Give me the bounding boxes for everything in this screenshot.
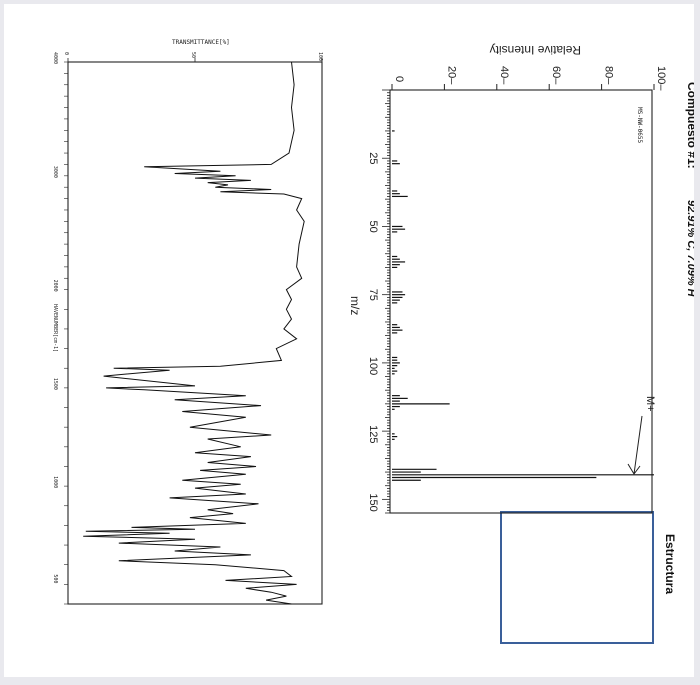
ir-y-tick-label: 50 <box>190 52 196 58</box>
ir-frame <box>67 61 323 605</box>
spectra-figure: Compuesto #1: 92.91% C, 7.09% H Estructu… <box>52 39 694 644</box>
ir-x-tick-label: 500 <box>52 574 58 583</box>
ms-y-tick-label: 60– <box>550 66 562 85</box>
ir-y-tick-label: 0 <box>63 52 69 55</box>
ir-x-tick-label: 3000 <box>52 166 58 178</box>
ir-x-axis-label: HAVENUMBER[cm-1] <box>52 304 58 352</box>
ir-x-tick-label: 1500 <box>52 378 58 390</box>
ir-spectrum-line <box>83 61 305 605</box>
mass-spectrum: 0 20– 40– 60– 80– 100– 25 50 75 100 125 150 Relati… <box>348 43 667 514</box>
ms-y-axis-label: Relative Intensity <box>490 43 581 57</box>
structure-box[interactable] <box>500 511 654 644</box>
ir-title: TRANSMITTANCE[%] <box>172 39 230 46</box>
ir-x-tick-label: 1000 <box>52 476 58 488</box>
structure-label: Estructura <box>663 534 677 594</box>
ms-x-axis-label: m/z <box>348 296 362 315</box>
ms-y-tick-label: 40– <box>498 66 510 85</box>
ir-y-tick-label: 100 <box>317 52 323 61</box>
ms-frame <box>389 89 653 514</box>
ms-x-tick-label: 25 <box>367 152 379 164</box>
ir-x-tick-label: 4000 <box>52 52 58 64</box>
ms-annotation-m-plus: M+ <box>644 396 656 412</box>
ms-y-tick-label: 20– <box>445 66 457 85</box>
ir-x-tick-label: 2000 <box>52 280 58 292</box>
ms-y-tick-label: 100– <box>655 66 667 91</box>
ms-x-tick-label: 150 <box>367 493 379 511</box>
worksheet: Compuesto #1: 92.91% C, 7.09% H Estructu… <box>4 4 694 677</box>
ms-y-tick-label: 0 <box>393 76 405 82</box>
m-plus-arrow <box>627 415 643 475</box>
ms-code-label: MS-NW-0655 <box>636 107 643 144</box>
ms-x-tick-label: 100 <box>367 357 379 375</box>
ms-x-tick-label: 125 <box>367 425 379 443</box>
compound-title: Compuesto #1: <box>685 82 694 169</box>
ms-x-tick-label: 50 <box>367 220 379 232</box>
ms-y-tick-label: 80– <box>603 66 615 85</box>
composition-text: 92.91% C, 7.09% H <box>685 200 694 298</box>
ir-spectrum: 0 50 100 4000 3000 2000 1500 1000 500 TRANSMITTA… <box>52 39 323 605</box>
ms-x-tick-label: 75 <box>367 289 379 301</box>
